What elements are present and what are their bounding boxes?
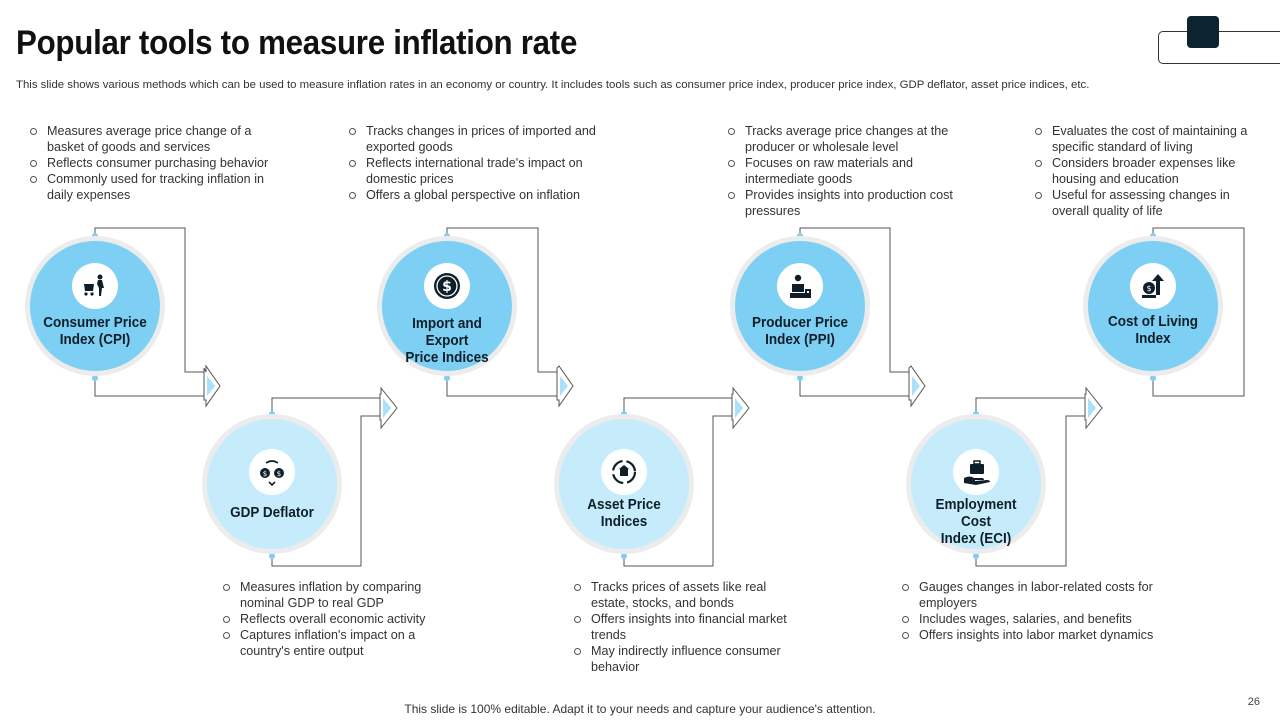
connector-import-top bbox=[446, 227, 557, 373]
circle-ppi: Producer Price Index (PPI) bbox=[735, 241, 865, 371]
page-title: Popular tools to measure inflation rate bbox=[16, 24, 578, 62]
connector-ppi-top bbox=[799, 227, 909, 373]
connector-eci-bottom bbox=[975, 415, 1085, 567]
cpi-bullets: Measures average price change of a baske… bbox=[29, 123, 274, 203]
cost-of-living-label: Cost of Living Index bbox=[1108, 314, 1198, 347]
list-item: Measures average price change of a baske… bbox=[29, 123, 274, 155]
connector-cpi-bottom bbox=[94, 378, 206, 397]
gdp-bullets: Measures inflation by comparing nominal … bbox=[222, 579, 452, 659]
asset-label: Asset Price Indices bbox=[587, 497, 661, 530]
connector-asset-bottom bbox=[623, 415, 732, 567]
list-item: Evaluates the cost of maintaining a spec… bbox=[1034, 123, 1254, 155]
import-export-label: Import and Export Price Indices bbox=[405, 316, 489, 366]
svg-text:$: $ bbox=[1146, 284, 1151, 293]
cost-of-living-bullets: Evaluates the cost of maintaining a spec… bbox=[1034, 123, 1254, 219]
import-export-bullets: Tracks changes in prices of imported and… bbox=[348, 123, 608, 203]
svg-text:$: $ bbox=[442, 279, 452, 295]
cpi-label: Consumer Price Index (CPI) bbox=[43, 315, 147, 348]
rising-cost-icon: $ bbox=[1130, 263, 1176, 309]
eci-label: Employment Cost Index (ECI) bbox=[935, 497, 1017, 547]
list-item: Considers broader expenses like housing … bbox=[1034, 155, 1254, 187]
connector-import-bottom bbox=[446, 378, 559, 397]
list-item: Tracks prices of assets like real estate… bbox=[573, 579, 788, 611]
list-item: Tracks average price changes at the prod… bbox=[727, 123, 972, 155]
asset-cycle-icon bbox=[601, 449, 647, 495]
circle-cost-of-living: $ Cost of Living Index bbox=[1088, 241, 1218, 371]
page-number: 26 bbox=[1247, 696, 1260, 708]
list-item: Gauges changes in labor-related costs fo… bbox=[901, 579, 1156, 611]
list-item: Offers insights into financial market tr… bbox=[573, 611, 788, 643]
circle-import-export: $ Import and Export Price Indices bbox=[382, 241, 512, 371]
connector-cpi-top bbox=[94, 227, 204, 373]
svg-text:$: $ bbox=[263, 470, 267, 478]
list-item: May indirectly influence consumer behavi… bbox=[573, 643, 788, 675]
list-item: Commonly used for tracking inflation in … bbox=[29, 171, 274, 203]
connector-gdp-bottom bbox=[271, 415, 380, 567]
list-item: Reflects consumer purchasing behavior bbox=[29, 155, 274, 171]
decorative-square bbox=[1187, 16, 1219, 48]
footer-note: This slide is 100% editable. Adapt it to… bbox=[404, 702, 876, 716]
circle-asset: Asset Price Indices bbox=[559, 419, 689, 549]
list-item: Captures inflation's impact on a country… bbox=[222, 627, 452, 659]
list-item: Reflects international trade's impact on… bbox=[348, 155, 608, 187]
list-item: Provides insights into production cost p… bbox=[727, 187, 972, 219]
list-item: Offers insights into labor market dynami… bbox=[901, 627, 1156, 643]
connector-asset-top bbox=[623, 397, 733, 414]
producer-worker-icon bbox=[777, 263, 823, 309]
money-exchange-icon: $ $ bbox=[249, 449, 295, 495]
gdp-label: GDP Deflator bbox=[230, 505, 314, 521]
connector-col bbox=[1152, 227, 1245, 397]
page-subtitle: This slide shows various methods which c… bbox=[16, 79, 1090, 91]
eci-bullets: Gauges changes in labor-related costs fo… bbox=[901, 579, 1156, 643]
circle-gdp: $ $ GDP Deflator bbox=[207, 419, 337, 549]
list-item: Useful for assessing changes in overall … bbox=[1034, 187, 1254, 219]
circle-eci: Employment Cost Index (ECI) bbox=[911, 419, 1041, 549]
list-item: Reflects overall economic activity bbox=[222, 611, 452, 627]
connector-ppi-bottom bbox=[799, 378, 911, 397]
shopping-cart-person-icon bbox=[72, 263, 118, 309]
decorative-frame bbox=[1158, 31, 1280, 64]
asset-bullets: Tracks prices of assets like real estate… bbox=[573, 579, 788, 675]
ppi-bullets: Tracks average price changes at the prod… bbox=[727, 123, 972, 219]
list-item: Includes wages, salaries, and benefits bbox=[901, 611, 1156, 627]
list-item: Focuses on raw materials and intermediat… bbox=[727, 155, 972, 187]
connector-gdp-top bbox=[271, 397, 381, 414]
ppi-label: Producer Price Index (PPI) bbox=[752, 315, 848, 348]
circle-cpi: Consumer Price Index (CPI) bbox=[30, 241, 160, 371]
connector-eci-top bbox=[975, 397, 1086, 414]
briefcase-hand-icon bbox=[953, 449, 999, 495]
list-item: Tracks changes in prices of imported and… bbox=[348, 123, 608, 155]
dollar-coin-icon: $ bbox=[424, 263, 470, 309]
svg-text:$: $ bbox=[277, 470, 281, 478]
list-item: Offers a global perspective on inflation bbox=[348, 187, 608, 203]
list-item: Measures inflation by comparing nominal … bbox=[222, 579, 452, 611]
